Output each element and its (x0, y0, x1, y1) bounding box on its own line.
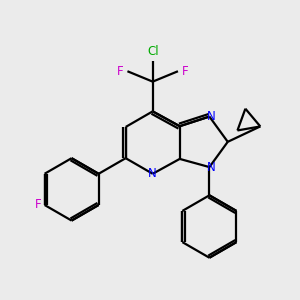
Text: N: N (206, 160, 215, 174)
Text: Cl: Cl (147, 46, 158, 59)
Text: F: F (182, 65, 188, 78)
Text: F: F (34, 199, 41, 212)
Text: F: F (117, 65, 124, 78)
Text: N: N (206, 110, 215, 123)
Text: N: N (148, 167, 157, 180)
